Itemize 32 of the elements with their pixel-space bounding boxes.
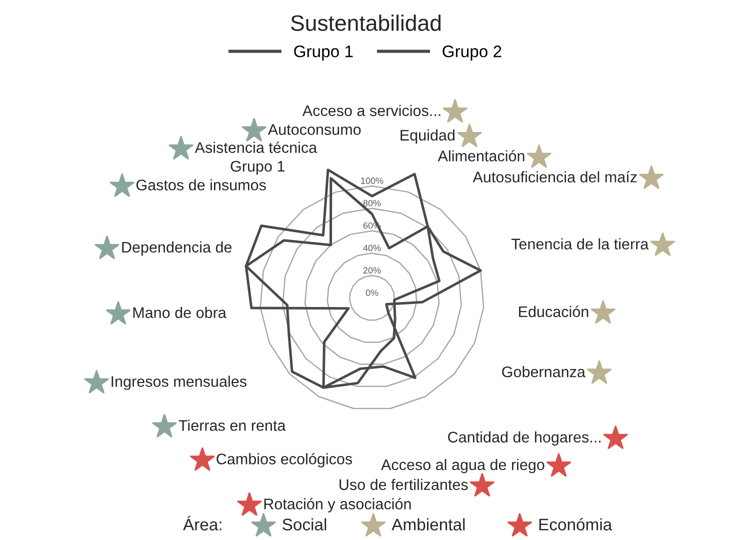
y-tick-label: 20% bbox=[363, 267, 381, 274]
text: Ambiental bbox=[392, 518, 465, 530]
spoke-label: Tenencia de la tierra bbox=[511, 238, 649, 250]
text: Social bbox=[282, 518, 326, 530]
y-tick-label: 80% bbox=[363, 200, 381, 206]
y-tick-label: 40% bbox=[363, 244, 381, 252]
spoke-label: Asistencia técnica bbox=[194, 142, 318, 153]
spoke-label: Autoconsumo bbox=[268, 124, 361, 135]
spoke-label: Mano de obra bbox=[133, 306, 226, 318]
legend-label: Grupo 2 bbox=[442, 46, 502, 61]
spoke-label: Acceso a servicios... bbox=[302, 104, 440, 116]
chart-title: Sustentabilidad bbox=[291, 14, 441, 31]
spoke-label: Cambios ecológicos bbox=[216, 452, 352, 468]
spoke-label: Dependencia de bbox=[122, 241, 232, 256]
spoke-label: Uso de fertilizantes bbox=[340, 478, 468, 490]
spoke-label: Gastos de insumos bbox=[136, 179, 266, 190]
spoke-label: Equidad bbox=[400, 129, 454, 144]
legend-label: Grupo 1 bbox=[294, 46, 353, 61]
spoke-label: Ingresos mensuales bbox=[112, 376, 246, 390]
text: Área: bbox=[183, 516, 222, 530]
spoke-label: Gobernanza bbox=[502, 366, 586, 378]
spoke-label: Educación bbox=[519, 306, 588, 318]
spoke-label: Autosuficiencia del maíz bbox=[472, 171, 637, 182]
text: Grupo 1 bbox=[230, 160, 284, 175]
text: Económia bbox=[539, 518, 612, 530]
y-tick-label: 0% bbox=[366, 290, 378, 296]
spoke-label: Rotación y asociación bbox=[264, 498, 411, 512]
spoke-label: Alimentación bbox=[438, 150, 524, 162]
spoke-label: Cantidad de hogares... bbox=[448, 431, 600, 446]
y-tick-label: 100% bbox=[361, 178, 384, 184]
spoke-label: Tierras en renta bbox=[178, 420, 286, 431]
spoke-label: Acceso al agua de riego bbox=[381, 458, 544, 474]
